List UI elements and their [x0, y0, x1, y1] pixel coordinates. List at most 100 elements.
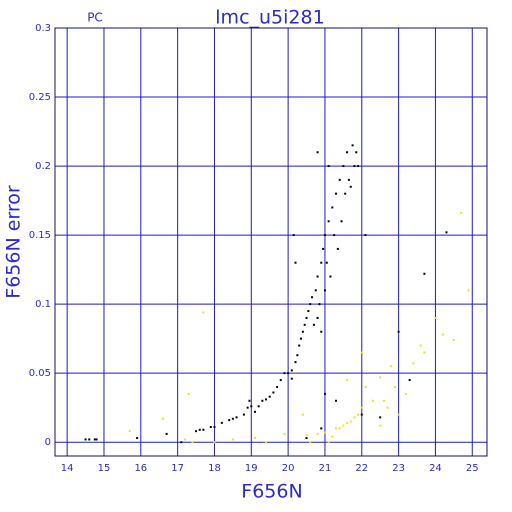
point [323, 234, 326, 237]
point [408, 379, 411, 382]
point [187, 392, 190, 395]
point [333, 234, 336, 237]
point [349, 420, 352, 423]
point [346, 379, 349, 382]
point [318, 303, 321, 306]
x-tick-label: 14 [61, 463, 74, 474]
point [441, 333, 444, 336]
point [213, 426, 216, 429]
point [423, 272, 426, 275]
point [340, 220, 343, 223]
y-tick-label: 0.25 [29, 92, 51, 103]
point [460, 212, 463, 215]
point [331, 206, 334, 209]
point [445, 231, 448, 234]
point [305, 434, 308, 437]
point [311, 296, 314, 299]
point [209, 426, 212, 429]
point [93, 438, 96, 441]
point [88, 438, 91, 441]
point [294, 361, 297, 364]
point [198, 428, 201, 431]
plot-frame [54, 27, 488, 457]
x-tick-label: 21 [319, 463, 332, 474]
point [412, 362, 415, 365]
point [360, 413, 363, 416]
point [242, 413, 245, 416]
point [452, 339, 455, 342]
point [323, 392, 326, 395]
point [290, 369, 293, 372]
point [220, 421, 223, 424]
chart-title: lmc_u5i281 [215, 7, 324, 29]
point [235, 416, 238, 419]
point [305, 437, 308, 440]
x-tick-label: 25 [466, 463, 479, 474]
point [320, 427, 323, 430]
x-tick-label: 23 [392, 463, 405, 474]
point [320, 261, 323, 264]
point [338, 427, 341, 430]
point [327, 220, 330, 223]
point [248, 399, 251, 402]
point [335, 192, 338, 195]
point [404, 392, 407, 395]
point [353, 165, 356, 168]
point [195, 430, 198, 433]
point [276, 385, 279, 388]
chart-subtitle: PC [87, 11, 103, 25]
point [228, 419, 231, 422]
point [298, 344, 301, 347]
point [253, 437, 256, 440]
point [338, 178, 341, 181]
point [231, 417, 234, 420]
point [346, 421, 349, 424]
point [364, 234, 367, 237]
point [301, 330, 304, 333]
point [307, 310, 310, 313]
point [290, 377, 293, 380]
point [246, 406, 249, 409]
point [335, 399, 338, 402]
x-tick-label: 24 [429, 463, 442, 474]
point [390, 365, 393, 368]
x-axis-label: F656N [241, 481, 302, 503]
x-tick-label: 20 [282, 463, 295, 474]
point [303, 323, 306, 326]
point [296, 354, 299, 357]
point [346, 151, 349, 154]
point [213, 441, 216, 444]
y-tick-label: 0.2 [35, 161, 51, 172]
y-tick-label: 0.15 [29, 230, 51, 241]
point [314, 289, 317, 292]
point [379, 424, 382, 427]
x-tick-label: 19 [245, 463, 258, 474]
point [257, 405, 260, 408]
point [329, 275, 332, 278]
point [357, 165, 360, 168]
point [322, 247, 325, 250]
point [253, 410, 256, 413]
point [161, 417, 164, 420]
point [294, 261, 297, 264]
point [283, 372, 286, 375]
x-tick-label: 16 [134, 463, 147, 474]
x-tick-label: 17 [171, 463, 184, 474]
point [344, 192, 347, 195]
point [128, 430, 131, 433]
y-tick-label: 0.1 [35, 299, 51, 310]
point [300, 337, 303, 340]
point [268, 395, 271, 398]
point [434, 316, 437, 319]
point [325, 261, 328, 264]
point [279, 379, 282, 382]
point [467, 289, 470, 292]
point [423, 351, 426, 354]
point [265, 441, 268, 444]
point [202, 311, 205, 314]
point [320, 330, 323, 333]
point [342, 165, 345, 168]
point [287, 372, 290, 375]
point [301, 413, 304, 416]
